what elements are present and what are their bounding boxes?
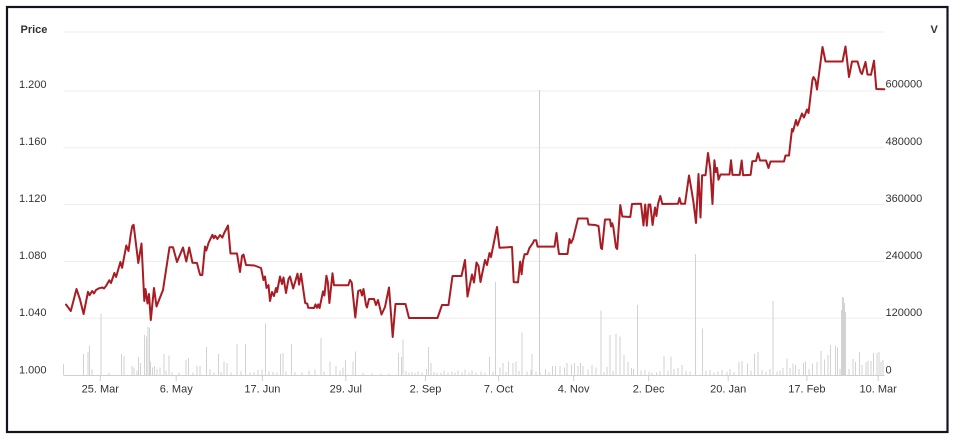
svg-text:1.200: 1.200 — [19, 79, 47, 91]
svg-text:360000: 360000 — [886, 193, 923, 205]
svg-text:0: 0 — [886, 365, 892, 377]
svg-text:1.000: 1.000 — [19, 365, 47, 377]
svg-text:1.160: 1.160 — [19, 136, 47, 148]
svg-text:17. Jun: 17. Jun — [244, 384, 280, 396]
svg-text:2. Dec: 2. Dec — [633, 384, 665, 396]
svg-text:240000: 240000 — [886, 250, 923, 262]
svg-text:6. May: 6. May — [160, 384, 194, 396]
svg-text:Price: Price — [21, 24, 48, 36]
svg-text:1.040: 1.040 — [19, 307, 47, 319]
svg-text:4. Nov: 4. Nov — [558, 384, 590, 396]
svg-text:600000: 600000 — [886, 79, 923, 91]
svg-text:1.120: 1.120 — [19, 193, 47, 205]
svg-text:120000: 120000 — [886, 307, 923, 319]
svg-text:17. Feb: 17. Feb — [788, 384, 825, 396]
svg-text:10. Mar: 10. Mar — [860, 384, 898, 396]
svg-text:2. Sep: 2. Sep — [410, 384, 442, 396]
svg-text:25. Mar: 25. Mar — [82, 384, 120, 396]
svg-text:29. Jul: 29. Jul — [330, 384, 362, 396]
svg-text:7. Oct: 7. Oct — [484, 384, 513, 396]
svg-text:1.080: 1.080 — [19, 250, 47, 262]
svg-text:480000: 480000 — [886, 136, 923, 148]
svg-text:20. Jan: 20. Jan — [710, 384, 746, 396]
svg-text:V: V — [931, 24, 939, 36]
